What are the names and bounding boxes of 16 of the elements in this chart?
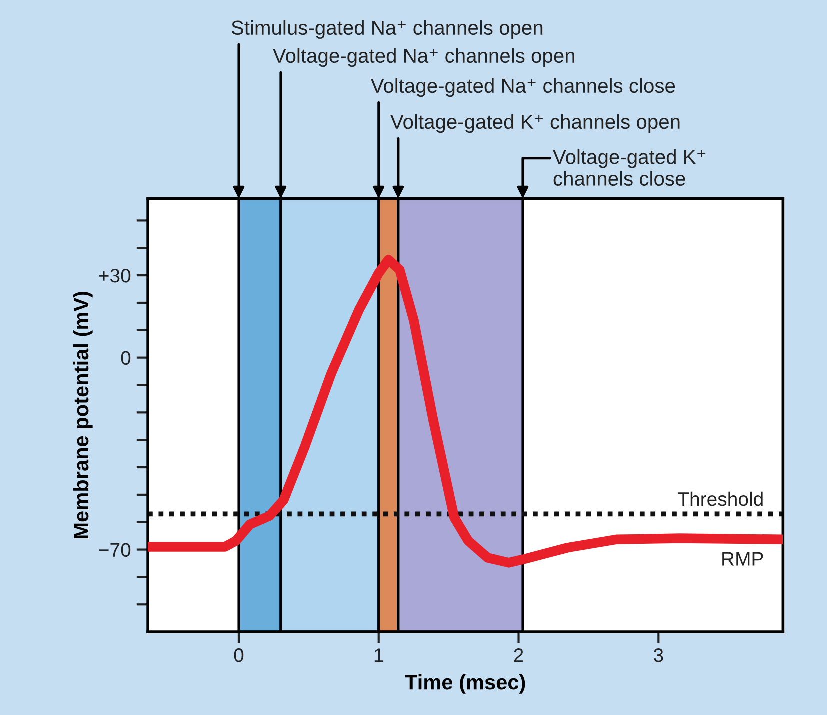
annotation: Voltage-gated K⁺ channels open xyxy=(390,114,680,134)
x-tick-label: 2 xyxy=(514,648,524,662)
x-tick-label: 1 xyxy=(374,648,384,662)
annotation: Voltage-gated K⁺ channels close xyxy=(553,150,706,186)
x-axis-title: Time (msec) xyxy=(405,674,526,694)
annotation: RMP xyxy=(722,552,764,566)
y-tick-label: +30 xyxy=(99,269,131,283)
x-tick-label: 3 xyxy=(654,648,664,662)
y-tick-label: −70 xyxy=(99,543,131,558)
annotation: Stimulus-gated Na⁺ channels open xyxy=(232,20,543,40)
annotation: Voltage-gated Na⁺ channels close xyxy=(370,78,676,98)
y-axis-title: Membrane potential (mV) xyxy=(73,292,93,538)
annotation: Voltage-gated Na⁺ channels open xyxy=(273,48,574,68)
y-tick-label: 0 xyxy=(121,351,131,366)
x-tick-label: 0 xyxy=(234,648,244,662)
ref-line-label: Threshold xyxy=(678,492,763,506)
